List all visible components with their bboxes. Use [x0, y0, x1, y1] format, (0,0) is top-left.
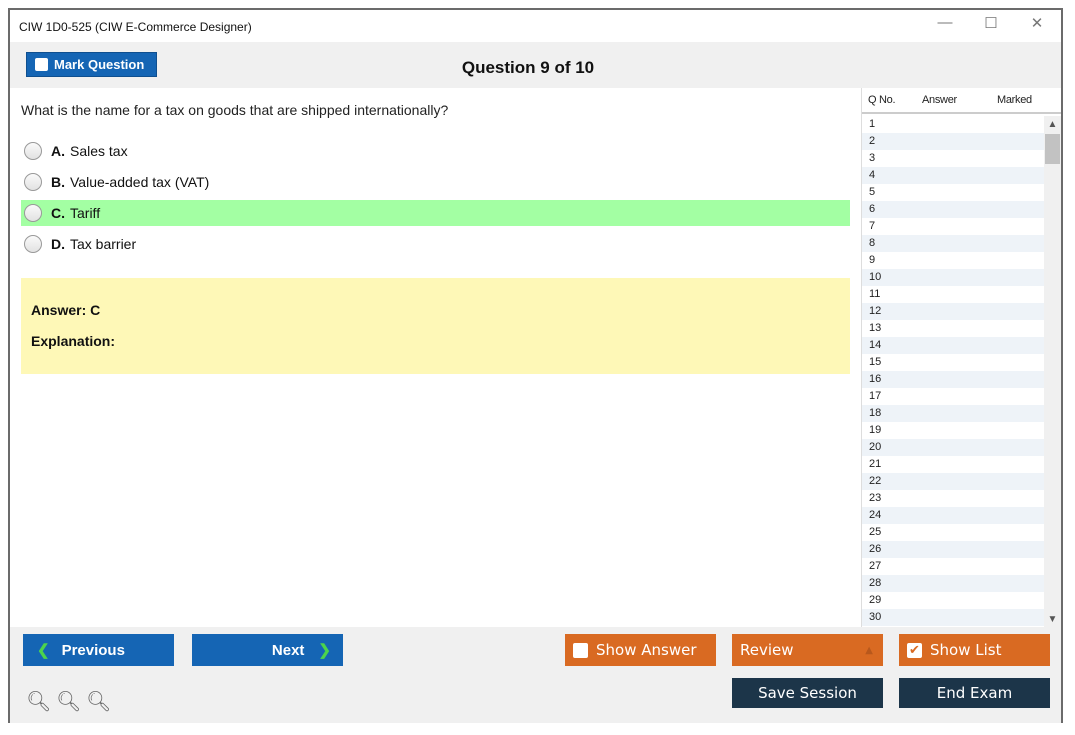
zoom-out-icon[interactable]: 🔍︎ — [86, 691, 112, 713]
next-label: Next — [271, 641, 305, 659]
chevron-left-icon: ❮ — [37, 642, 50, 659]
option-text: Tax barrier — [70, 236, 137, 252]
list-row[interactable]: 29 — [869, 594, 882, 606]
list-row[interactable]: 10 — [862, 269, 1044, 286]
list-row[interactable]: 21 — [869, 458, 882, 470]
option-letter: D. — [51, 236, 65, 252]
answer-label: Answer: C — [31, 302, 101, 318]
list-row[interactable]: 6 — [862, 201, 1044, 218]
list-row[interactable]: 14 — [862, 337, 1044, 354]
list-row[interactable]: 4 — [862, 167, 1044, 184]
option-letter: B. — [51, 174, 65, 190]
title-bar: CIW 1D0-525 (CIW E-Commerce Designer) — … — [10, 10, 1061, 42]
list-row[interactable]: 28 — [862, 575, 1044, 592]
list-row[interactable]: 18 — [862, 405, 1044, 422]
list-row[interactable]: 22 — [862, 473, 1044, 490]
previous-button[interactable]: ❮ Previous — [23, 634, 174, 666]
list-row[interactable]: 23 — [869, 492, 882, 504]
option-letter: A. — [51, 143, 65, 159]
list-row[interactable]: 26 — [862, 541, 1044, 558]
header-answer[interactable]: Answer — [922, 94, 957, 106]
list-row[interactable]: 24 — [862, 507, 1044, 524]
question-text: What is the name for a tax on goods that… — [21, 102, 449, 118]
list-row[interactable]: 27 — [869, 560, 882, 572]
list-row[interactable]: 20 — [862, 439, 1044, 456]
option-text: Sales tax — [70, 143, 128, 159]
show-answer-button[interactable]: Show Answer — [565, 634, 716, 666]
bottom-bar: ❮ Previous Next ❯ Show Answer Review ▲ ✔ Sho… — [10, 627, 1061, 723]
header-qno[interactable]: Q No. — [868, 94, 896, 106]
scroll-down-icon[interactable]: ▼ — [1047, 614, 1058, 625]
mark-question-button[interactable]: Mark Question — [26, 52, 157, 77]
question-counter: Question 9 of 10 — [461, 58, 595, 77]
option-b[interactable]: B. Value-added tax (VAT) — [21, 169, 850, 195]
review-dropdown[interactable]: Review ▲ — [732, 634, 883, 666]
radio-icon[interactable] — [24, 235, 42, 253]
option-c[interactable]: C. Tariff — [21, 200, 850, 226]
checkbox-icon — [35, 58, 48, 71]
list-row[interactable]: 12 — [862, 303, 1044, 320]
radio-icon[interactable] — [24, 142, 42, 160]
list-row[interactable]: 16 — [862, 371, 1044, 388]
chevron-right-icon: ❯ — [318, 642, 331, 659]
list-row[interactable]: 1 — [869, 118, 876, 130]
list-row[interactable]: 17 — [869, 390, 882, 402]
maximize-button[interactable]: ☐ — [984, 15, 998, 32]
option-text: Value-added tax (VAT) — [70, 174, 210, 190]
show-answer-label: Show Answer — [596, 641, 697, 659]
review-label: Review — [740, 641, 794, 659]
next-button[interactable]: Next ❯ — [192, 634, 343, 666]
header-marked[interactable]: Marked — [997, 94, 1032, 106]
radio-icon[interactable] — [24, 204, 42, 222]
mark-question-label: Mark Question — [54, 57, 145, 72]
list-row[interactable]: 15 — [869, 356, 882, 368]
list-row[interactable]: 19 — [869, 424, 882, 436]
list-row[interactable]: 25 — [869, 526, 882, 538]
scroll-thumb[interactable] — [1045, 134, 1060, 164]
answer-box: Answer: C Explanation: — [21, 278, 850, 374]
scrollbar[interactable]: ▲ ▼ — [1044, 116, 1061, 627]
list-header: Q No. Answer Marked — [862, 88, 1061, 114]
end-exam-button[interactable]: End Exam — [899, 678, 1050, 708]
zoom-in-icon[interactable]: 🔍︎ — [26, 691, 52, 713]
list-row[interactable]: 3 — [869, 152, 876, 164]
window-title: CIW 1D0-525 (CIW E-Commerce Designer) — [19, 20, 252, 34]
list-rows: 1 2 3 4 5 6 7 8 9 10 11 12 13 14 15 16 17 18 19 20 21 22 23 24 2… — [862, 116, 1044, 626]
checkbox-checked-icon[interactable]: ✔ — [907, 642, 922, 658]
app-window: CIW 1D0-525 (CIW E-Commerce Designer) — … — [8, 8, 1063, 723]
option-letter: C. — [51, 205, 65, 221]
list-row[interactable]: 30 — [862, 609, 1044, 626]
list-row[interactable]: 9 — [869, 254, 876, 266]
list-row[interactable]: 7 — [869, 220, 876, 232]
toolbar: Mark Question Question 9 of 10 — [10, 42, 1061, 88]
option-text: Tariff — [70, 205, 101, 221]
list-row[interactable]: 2 — [862, 133, 1044, 150]
list-row[interactable]: 5 — [869, 186, 876, 198]
question-list: Q No. Answer Marked 1 2 3 4 5 6 7 8 9 10 11 12 13 14 1… — [861, 88, 1061, 627]
scroll-up-icon[interactable]: ▲ — [1047, 119, 1058, 130]
caret-up-icon: ▲ — [865, 644, 873, 656]
close-button[interactable]: ✕ — [1030, 15, 1044, 32]
list-row[interactable]: 8 — [862, 235, 1044, 252]
checkbox-icon[interactable] — [573, 642, 588, 658]
list-row[interactable]: 13 — [869, 322, 882, 334]
minimize-button[interactable]: — — [937, 14, 953, 31]
show-list-button[interactable]: ✔ Show List — [899, 634, 1050, 666]
radio-icon[interactable] — [24, 173, 42, 191]
list-row[interactable]: 11 — [869, 288, 881, 300]
previous-label: Previous — [61, 641, 125, 659]
show-list-label: Show List — [930, 641, 1002, 659]
option-a[interactable]: A. Sales tax — [21, 138, 850, 164]
save-session-button[interactable]: Save Session — [732, 678, 883, 708]
explanation-label: Explanation: — [31, 333, 116, 349]
zoom-reset-icon[interactable]: 🔍︎ — [56, 691, 82, 713]
option-d[interactable]: D. Tax barrier — [21, 231, 850, 257]
question-panel: What is the name for a tax on goods that… — [10, 88, 861, 627]
